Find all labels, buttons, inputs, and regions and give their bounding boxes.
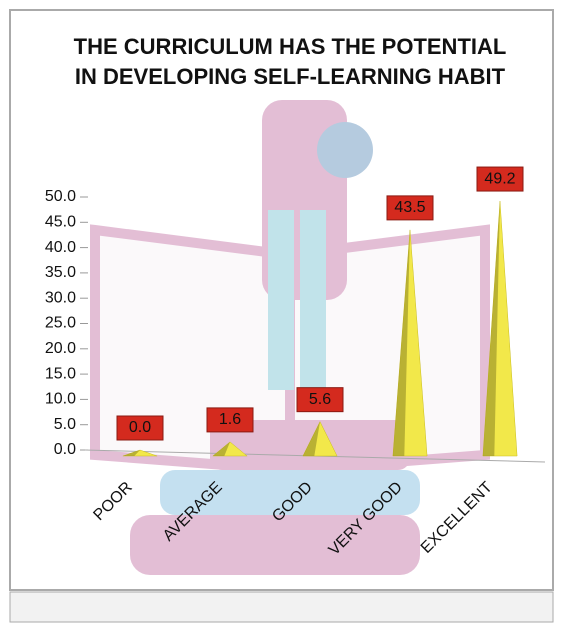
y-tick-label: 30.0 — [45, 289, 76, 306]
value-label-box — [296, 387, 344, 413]
footer-strip — [9, 591, 554, 623]
y-tick-label: 0.0 — [54, 441, 76, 458]
value-label-box — [206, 407, 254, 433]
y-tick-label: 10.0 — [45, 391, 76, 408]
y-tick-label: 45.0 — [45, 214, 76, 231]
y-tick-label: 35.0 — [45, 264, 76, 281]
frame — [9, 9, 554, 591]
value-label-box — [476, 166, 524, 192]
pyramid-shade — [482, 201, 500, 456]
value-label-box — [386, 195, 434, 221]
value-label: 43.5 — [394, 199, 425, 216]
value-label: 5.6 — [309, 391, 331, 408]
y-tick-label: 15.0 — [45, 365, 76, 382]
value-label: 1.6 — [219, 411, 241, 428]
y-tick-label: 25.0 — [45, 315, 76, 332]
background-illustration — [90, 100, 490, 575]
value-label: 49.2 — [484, 170, 515, 187]
value-label: 0.0 — [129, 419, 151, 436]
pyramid-shade — [392, 229, 410, 456]
y-tick-label: 5.0 — [54, 416, 76, 433]
pyramid-shade — [302, 421, 320, 456]
value-label-box — [116, 415, 164, 441]
y-tick-label: 20.0 — [45, 340, 76, 357]
pyramid-shade — [212, 441, 230, 456]
pyramid-shade — [122, 450, 140, 456]
chart-title: THE CURRICULUM HAS THE POTENTIAL IN DEVE… — [73, 34, 507, 89]
y-tick-label: 40.0 — [45, 239, 76, 256]
y-tick-label: 50.0 — [45, 188, 76, 205]
